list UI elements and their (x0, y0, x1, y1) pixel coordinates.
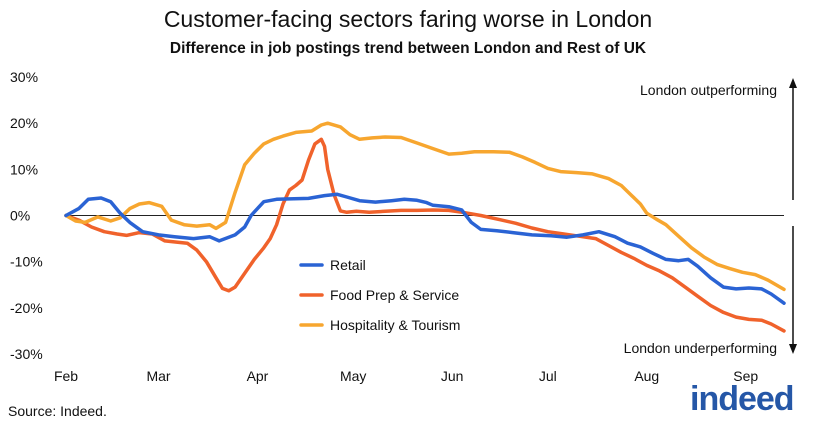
indeed-logo: indeed (690, 380, 795, 418)
y-tick-label: -30% (10, 346, 43, 362)
source-note: Source: Indeed. (8, 403, 107, 419)
legend-label: Food Prep & Service (330, 287, 459, 303)
arrow-up-head-icon (789, 78, 797, 88)
x-tick-label: Aug (634, 368, 659, 384)
y-tick-label: -10% (10, 254, 43, 270)
y-tick-label: 20% (10, 115, 38, 131)
series-line-hospitality-tourism (64, 121, 786, 292)
x-axis-ticks: Feb Mar Apr May Jun Jul Aug Sep (54, 368, 758, 384)
annotation-underperforming: London underperforming (624, 340, 777, 356)
x-tick-label: Jun (441, 368, 464, 384)
series-lines (64, 121, 786, 333)
x-tick-label: Feb (54, 368, 78, 384)
x-tick-label: Mar (146, 368, 170, 384)
y-tick-label: -20% (10, 300, 43, 316)
y-tick-label: 0% (10, 208, 30, 224)
y-axis-ticks: 30% 20% 10% 0% -10% -20% -30% (10, 69, 43, 362)
chart-title: Customer-facing sectors faring worse in … (163, 6, 653, 32)
x-tick-label: Apr (247, 368, 269, 384)
annotation-outperforming: London outperforming (640, 82, 777, 98)
y-tick-label: 30% (10, 69, 38, 85)
x-tick-label: Sep (733, 368, 758, 384)
y-tick-label: 10% (10, 161, 38, 177)
legend-label: Hospitality & Tourism (330, 317, 460, 333)
arrow-down-head-icon (789, 344, 797, 354)
series-line-food-prep-service (64, 137, 786, 333)
x-tick-label: May (340, 368, 366, 384)
x-tick-label: Jul (539, 368, 557, 384)
series-line-retail (64, 192, 786, 305)
legend-label: Retail (330, 257, 366, 273)
chart-subtitle: Difference in job postings trend between… (169, 40, 647, 57)
legend: Retail Food Prep & Service Hospitality & T… (299, 257, 460, 333)
